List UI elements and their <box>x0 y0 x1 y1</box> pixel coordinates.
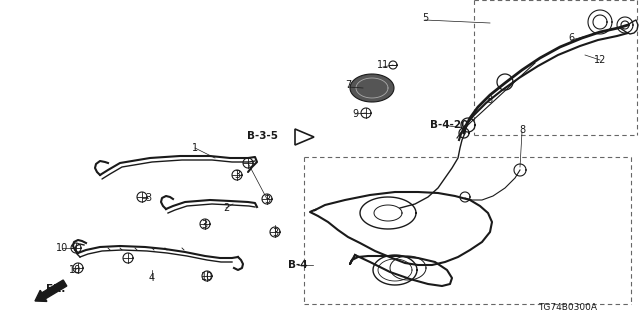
Polygon shape <box>295 129 314 145</box>
Polygon shape <box>350 74 394 102</box>
Text: 3: 3 <box>201 220 207 230</box>
Text: 10: 10 <box>56 243 68 253</box>
Text: 3: 3 <box>145 193 151 203</box>
Text: 9: 9 <box>352 109 358 119</box>
Text: 3: 3 <box>234 170 240 180</box>
Text: 4: 4 <box>149 273 155 283</box>
Text: 3: 3 <box>272 228 278 238</box>
Text: 6: 6 <box>568 33 574 43</box>
Text: B-4: B-4 <box>288 260 308 270</box>
Text: 11: 11 <box>377 60 389 70</box>
Text: 10: 10 <box>201 272 213 282</box>
Text: TG74B0300A: TG74B0300A <box>538 303 598 313</box>
Text: 8: 8 <box>519 125 525 135</box>
Text: 7: 7 <box>345 80 351 90</box>
Text: FR.: FR. <box>46 284 66 294</box>
Text: 5: 5 <box>422 13 428 23</box>
FancyArrow shape <box>35 280 67 301</box>
Text: 1: 1 <box>192 143 198 153</box>
Text: B-3-5: B-3-5 <box>248 131 278 141</box>
Text: 12: 12 <box>594 55 606 65</box>
Text: 10: 10 <box>69 265 81 275</box>
Text: 2: 2 <box>223 203 229 213</box>
Text: B-4-20: B-4-20 <box>430 120 468 130</box>
Text: 3: 3 <box>264 195 270 205</box>
Text: 8: 8 <box>486 95 492 105</box>
